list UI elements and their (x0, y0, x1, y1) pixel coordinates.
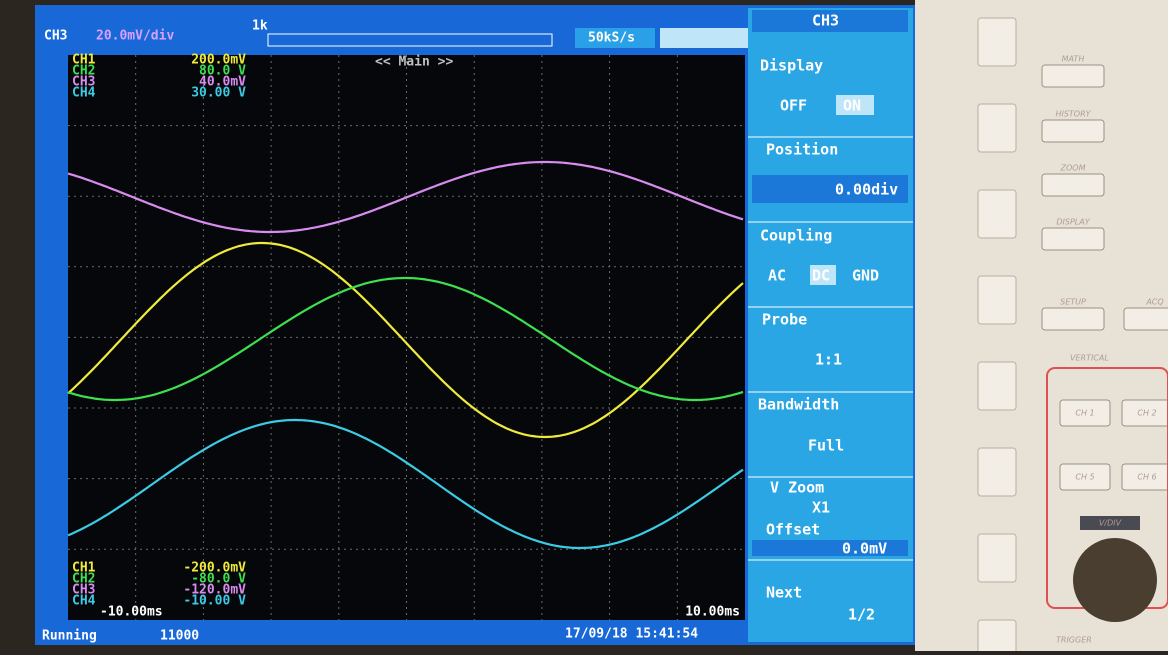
panel-button-label: ACQ (1145, 298, 1163, 307)
scale-value: 30.00 V (191, 86, 246, 101)
channel-button-label: CH 2 (1137, 409, 1156, 418)
panel-button[interactable] (1042, 65, 1104, 87)
trigger-label: TRIGGER (1056, 636, 1092, 645)
coupling-label[interactable]: Coupling (760, 227, 832, 245)
softkey[interactable] (978, 276, 1016, 324)
datetime: 17/09/18 15:41:54 (565, 627, 698, 642)
next-label[interactable]: Next (766, 584, 802, 602)
mode-box (660, 28, 748, 48)
record: 1k (252, 19, 268, 34)
bandwidth-label[interactable]: Bandwidth (758, 396, 839, 414)
panel-button-label: ZOOM (1060, 164, 1086, 173)
position-label[interactable]: Position (766, 141, 838, 159)
acq-count: 11000 (160, 629, 199, 644)
vertical-label: VERTICAL (1070, 354, 1109, 363)
panel-button[interactable] (1042, 228, 1104, 250)
panel-button[interactable] (1042, 174, 1104, 196)
softkey[interactable] (978, 620, 1016, 651)
panel-button-label: HISTORY (1055, 110, 1091, 119)
softkey[interactable] (978, 104, 1016, 152)
display-label[interactable]: Display (760, 57, 823, 75)
vdiv-knob[interactable] (1073, 538, 1157, 622)
vzoom-value[interactable]: X1 (812, 499, 830, 517)
offset-value[interactable]: 0.0mV (842, 540, 887, 558)
softkey[interactable] (978, 190, 1016, 238)
scale-channel: CH4 (72, 594, 96, 609)
position-value[interactable]: 0.00div (835, 181, 898, 199)
panel-button[interactable] (1124, 308, 1168, 330)
coupling-gnd[interactable]: GND (852, 267, 879, 285)
scale-value: -10.00 V (183, 594, 246, 609)
panel-button-label: MATH (1062, 55, 1085, 64)
time-start: -10.00ms (100, 605, 163, 620)
display-off[interactable]: OFF (780, 97, 807, 115)
probe-value[interactable]: 1:1 (815, 351, 842, 369)
coupling-ac[interactable]: AC (768, 267, 786, 285)
softkey[interactable] (978, 448, 1016, 496)
panel-button[interactable] (1042, 120, 1104, 142)
coupling-dc[interactable]: DC (812, 267, 830, 285)
softkey[interactable] (978, 18, 1016, 66)
display-on[interactable]: ON (843, 97, 861, 115)
oscilloscope-photo: CH3 20.0mV/div 1k 50kS/s << Main >> CH12… (0, 0, 1168, 651)
channel-button-label: CH 6 (1137, 473, 1156, 482)
bandwidth-value[interactable]: Full (808, 437, 844, 455)
offset-label[interactable]: Offset (766, 521, 820, 539)
panel-button-label: DISPLAY (1056, 218, 1090, 227)
probe-label[interactable]: Probe (762, 311, 807, 329)
sample-rate: 50kS/s (588, 31, 635, 46)
channel-button-label: CH 5 (1075, 473, 1094, 482)
scale-channel: CH4 (72, 86, 96, 101)
channel: CH3 (44, 29, 67, 44)
softkey[interactable] (978, 362, 1016, 410)
time-end: 10.00ms (685, 605, 740, 620)
panel-button-label: SETUP (1060, 298, 1086, 307)
next-value[interactable]: 1/2 (848, 606, 875, 624)
panel-button[interactable] (1042, 308, 1104, 330)
menu-title: CH3 (812, 12, 839, 30)
softkey[interactable] (978, 534, 1016, 582)
main-label: << Main >> (375, 55, 453, 70)
channel-button-label: CH 1 (1075, 409, 1094, 418)
scale: 20.0mV/div (96, 29, 174, 44)
vzoom-label[interactable]: V Zoom (770, 479, 824, 497)
vdiv-label: V/DIV (1099, 519, 1122, 528)
run-state: Running (42, 629, 97, 644)
